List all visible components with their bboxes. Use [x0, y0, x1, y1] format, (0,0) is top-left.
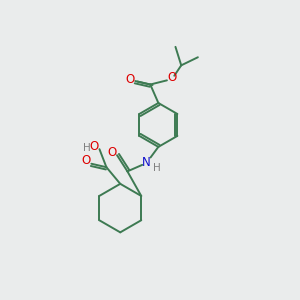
- Text: O: O: [107, 146, 117, 159]
- Text: O: O: [167, 71, 176, 84]
- Text: H: H: [153, 163, 160, 173]
- Text: H: H: [83, 143, 91, 153]
- Text: O: O: [82, 154, 91, 167]
- Text: O: O: [90, 140, 99, 153]
- Text: O: O: [126, 73, 135, 86]
- Text: N: N: [142, 156, 151, 169]
